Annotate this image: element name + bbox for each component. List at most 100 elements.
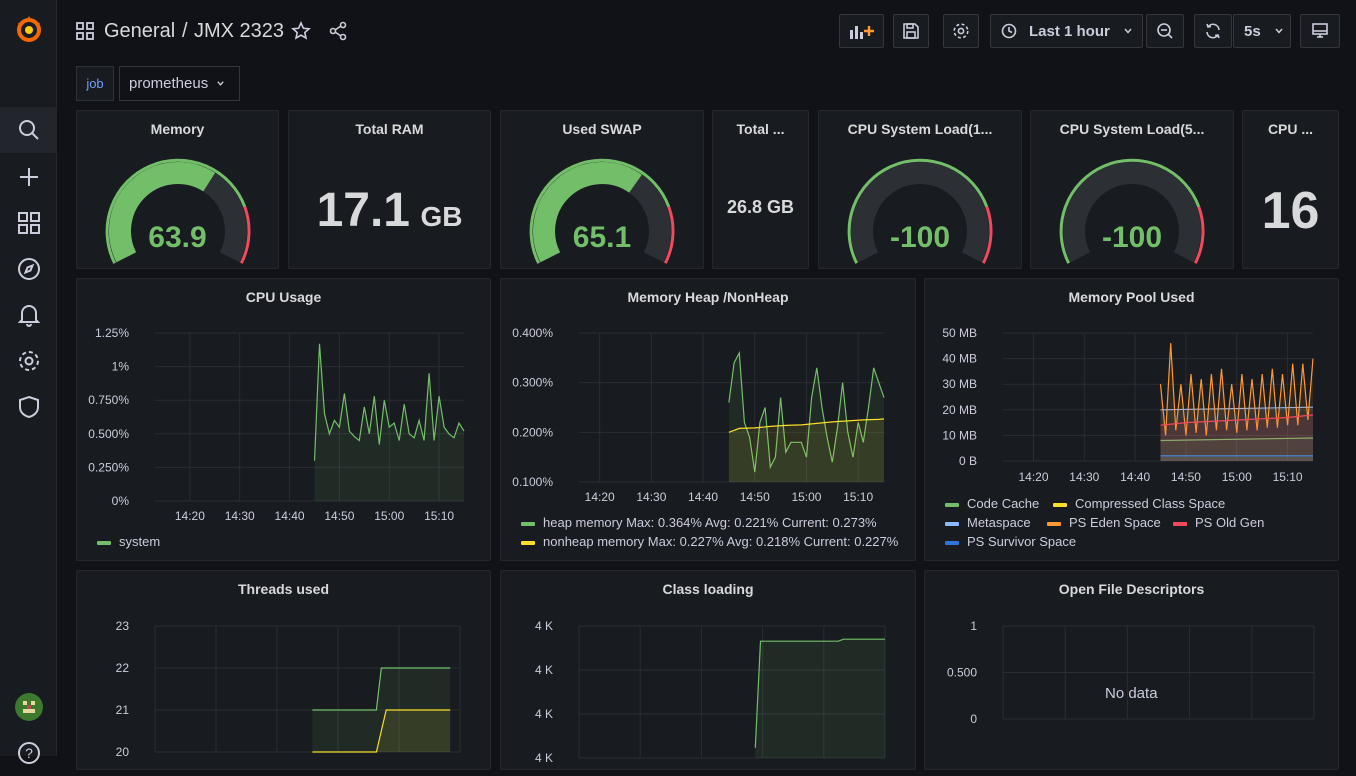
- y-tick-label: 4 K: [535, 663, 553, 677]
- legend-swatch: [945, 502, 959, 507]
- star-icon[interactable]: [291, 21, 311, 46]
- dashboards-icon[interactable]: [0, 200, 57, 246]
- panel-memory[interactable]: Memory 63.9: [76, 110, 279, 269]
- legend-item-system[interactable]: system: [97, 534, 160, 549]
- total-ram-unit: GB: [420, 201, 463, 232]
- y-tick-label: 4 K: [535, 751, 553, 765]
- alerting-bell-icon[interactable]: [0, 292, 57, 338]
- used-swap-value: 65.1: [572, 221, 632, 254]
- panel-title: CPU ...: [1267, 121, 1314, 137]
- y-tick-label: 20: [116, 745, 130, 759]
- share-icon[interactable]: [328, 21, 348, 46]
- save-dashboard-button[interactable]: [893, 14, 929, 48]
- help-icon[interactable]: ?: [0, 730, 57, 776]
- open-fds-graph: 0 0.500 1: [947, 619, 1315, 726]
- cpu-load1-value: -100: [889, 221, 951, 254]
- chevron-down-icon: [216, 75, 225, 92]
- series-area: [312, 668, 451, 752]
- refresh-dashboard-button[interactable]: [1194, 14, 1232, 48]
- save-icon: [903, 23, 919, 39]
- series-line: [312, 667, 451, 711]
- panel-total-swap[interactable]: Total ... 26.8 GB: [712, 110, 809, 269]
- x-tick-label: 14:40: [275, 509, 305, 523]
- x-tick-label: 14:20: [1018, 470, 1048, 484]
- panel-cpu-cores[interactable]: CPU ... 16: [1242, 110, 1339, 269]
- panel-used-swap[interactable]: Used SWAP 65.1: [500, 110, 704, 269]
- user-avatar[interactable]: [0, 684, 57, 730]
- total-swap-value: 26.8 GB: [726, 197, 795, 217]
- legend-swatch: [945, 540, 959, 545]
- panel-cpu-system-load-1[interactable]: CPU System Load(1... -100: [818, 110, 1022, 269]
- panel-memory-pool[interactable]: Memory Pool Used 0 B 10 MB 20 MB 30 MB 40 MB…: [924, 278, 1339, 561]
- legend-item-ps-survivor[interactable]: PS Survivor Space: [945, 534, 1076, 549]
- series-line: [312, 709, 451, 753]
- zoom-out-button[interactable]: [1146, 14, 1184, 48]
- legend-item-ps-old-gen[interactable]: PS Old Gen: [1173, 515, 1264, 530]
- x-tick-label: 14:50: [324, 509, 354, 523]
- shield-icon[interactable]: [0, 384, 57, 430]
- zoom-out-icon: [1157, 23, 1173, 39]
- total-ram-value: 17.1: [316, 184, 410, 237]
- panel-cpu-system-load-5[interactable]: CPU System Load(5... -100: [1030, 110, 1234, 269]
- y-tick-label: 0.500: [947, 666, 977, 680]
- series-line: [1160, 406, 1314, 411]
- legend-item-compressed-class[interactable]: Compressed Class Space: [1053, 496, 1225, 511]
- y-tick-label: 23: [116, 619, 130, 633]
- legend-item-code-cache[interactable]: Code Cache: [945, 496, 1039, 511]
- series-area: [1160, 438, 1313, 461]
- legend-item-nonheap[interactable]: nonheap memory Max: 0.227% Avg: 0.218% C…: [521, 534, 898, 549]
- x-tick-label: 15:10: [1273, 470, 1303, 484]
- panel-threads-used[interactable]: Threads used 20 21 22 23: [76, 570, 491, 770]
- panel-cpu-usage[interactable]: CPU Usage 0% 0.250% 0.500% 0.750% 1% 1.25% 14:…: [76, 278, 491, 561]
- gauge-threshold-red: [239, 206, 251, 264]
- dashboard-navbar: General / JMX 2323 Last 1 hour 5s: [57, 0, 1356, 62]
- time-picker-button[interactable]: Last 1 hour: [990, 14, 1143, 48]
- dashboard-settings-button[interactable]: [943, 14, 979, 48]
- legend-swatch: [97, 540, 111, 545]
- refresh-interval-picker[interactable]: 5s: [1233, 14, 1291, 48]
- cpu-load5-value: -100: [1101, 221, 1163, 254]
- series-line: [1160, 414, 1314, 426]
- x-tick-label: 14:20: [585, 490, 615, 504]
- dashboard-title[interactable]: JMX 2323: [194, 20, 285, 42]
- search-icon[interactable]: [0, 107, 57, 153]
- legend-item-ps-eden[interactable]: PS Eden Space: [1047, 515, 1161, 530]
- tv-mode-button[interactable]: [1300, 14, 1340, 48]
- panel-memory-heap[interactable]: Memory Heap /NonHeap 0.100% 0.200% 0.300% 0…: [500, 278, 916, 561]
- series-area: [1160, 455, 1313, 461]
- memory-value: 63.9: [148, 221, 207, 254]
- y-tick-label: 4 K: [535, 707, 553, 721]
- grafana-logo-icon[interactable]: [0, 4, 57, 54]
- cpu-load5-gauge: [1059, 158, 1205, 264]
- series-area: [1160, 414, 1313, 461]
- add-panel-button[interactable]: [839, 14, 884, 48]
- series-line: [313, 343, 465, 461]
- plus-icon[interactable]: [0, 154, 57, 200]
- legend-item-heap[interactable]: heap memory Max: 0.364% Avg: 0.221% Curr…: [521, 515, 877, 530]
- breadcrumb-separator: /: [182, 20, 188, 42]
- legend-swatch: [1173, 521, 1187, 526]
- gauge-threshold-red: [981, 206, 993, 264]
- panel-open-file-descriptors[interactable]: Open File Descriptors 0 0.500 1 No data: [924, 570, 1339, 770]
- gauge-fill: [533, 162, 642, 263]
- y-tick-label: 30 MB: [942, 377, 977, 391]
- gear-icon[interactable]: [0, 338, 57, 384]
- gauge-fill: [109, 162, 216, 263]
- breadcrumb-folder[interactable]: General: [104, 20, 176, 42]
- explore-icon[interactable]: [0, 246, 57, 292]
- gauge-threshold-green: [529, 158, 671, 264]
- cpu-load1-gauge: [847, 158, 993, 264]
- series-line: [728, 418, 885, 433]
- legend-swatch: [1053, 502, 1067, 507]
- variable-select-job[interactable]: prometheus: [119, 66, 240, 101]
- legend-item-metaspace[interactable]: Metaspace: [945, 515, 1031, 530]
- used-swap-gauge: [529, 158, 675, 264]
- legend-swatch: [521, 540, 535, 545]
- series-area: [314, 343, 464, 501]
- legend-swatch: [1047, 521, 1061, 526]
- clock-icon: [1001, 23, 1017, 39]
- y-tick-label: 1: [970, 619, 977, 633]
- panel-total-ram[interactable]: Total RAM 17.1 GB: [288, 110, 491, 269]
- y-tick-label: 20 MB: [942, 403, 977, 417]
